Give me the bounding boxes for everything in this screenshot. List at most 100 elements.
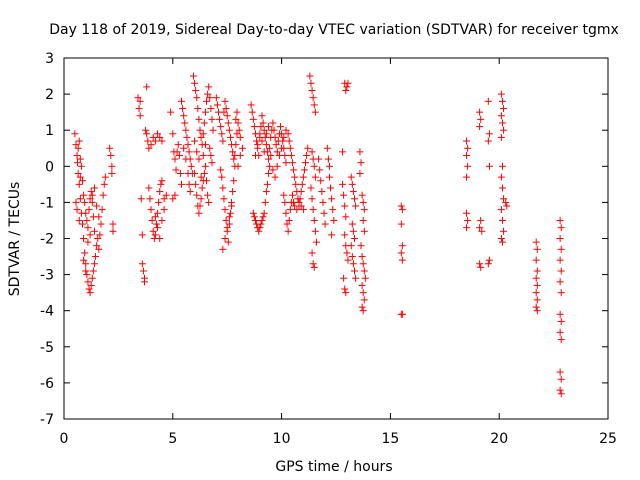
data-point: [342, 213, 350, 221]
data-point: [284, 130, 292, 138]
data-point: [258, 137, 266, 145]
data-point: [219, 137, 227, 145]
y-tick-label: 3: [45, 51, 54, 67]
y-tick-label: -6: [40, 376, 54, 392]
data-point: [225, 213, 233, 221]
data-point: [359, 216, 367, 224]
data-point: [556, 328, 564, 336]
data-point: [87, 281, 95, 289]
data-point: [229, 188, 237, 196]
data-point: [497, 235, 505, 242]
data-point: [195, 115, 203, 123]
data-point: [134, 94, 142, 102]
data-point: [347, 242, 355, 250]
data-point: [100, 180, 108, 188]
data-point: [500, 227, 508, 235]
data-point: [341, 202, 349, 210]
data-point: [327, 184, 335, 192]
data-point: [220, 108, 228, 116]
data-point: [311, 227, 319, 235]
data-point: [288, 159, 296, 167]
data-point: [557, 390, 565, 398]
data-point: [350, 195, 358, 203]
data-point: [179, 105, 187, 113]
data-point: [476, 224, 484, 232]
y-tick-label: 0: [45, 159, 54, 175]
data-point: [208, 115, 216, 123]
data-point: [158, 216, 166, 224]
data-point: [183, 133, 191, 141]
data-points: [71, 72, 565, 398]
data-point: [151, 231, 159, 239]
data-point: [267, 151, 275, 159]
data-point: [557, 375, 565, 383]
data-point: [269, 166, 277, 174]
data-point: [85, 206, 93, 214]
data-point: [279, 137, 287, 145]
data-point: [218, 130, 226, 138]
data-point: [143, 83, 151, 91]
data-point: [285, 216, 293, 224]
data-point: [308, 86, 316, 94]
data-point: [154, 130, 162, 138]
data-point: [182, 126, 190, 134]
data-point: [94, 235, 102, 242]
data-point: [189, 72, 197, 80]
data-point: [193, 191, 201, 199]
data-point: [196, 202, 204, 210]
data-point: [316, 166, 324, 174]
data-point: [84, 224, 92, 232]
data-point: [476, 260, 484, 268]
data-point: [208, 159, 216, 167]
data-point: [500, 105, 508, 113]
data-point: [147, 206, 155, 214]
data-point: [96, 231, 104, 239]
data-point: [181, 119, 189, 127]
data-point: [88, 191, 96, 199]
data-point: [557, 245, 565, 253]
data-point: [464, 216, 472, 224]
data-point: [286, 206, 294, 214]
data-point: [297, 202, 305, 210]
data-point: [324, 155, 332, 163]
data-point: [151, 213, 159, 221]
data-point: [350, 267, 358, 275]
data-point: [497, 112, 505, 120]
data-point: [209, 126, 217, 134]
data-point: [265, 170, 273, 178]
y-tick-label: -7: [40, 412, 54, 428]
data-point: [185, 148, 193, 156]
data-point: [216, 115, 224, 123]
data-point: [497, 206, 505, 214]
data-point: [205, 198, 213, 206]
data-point: [155, 198, 163, 206]
data-point: [260, 126, 268, 134]
data-point: [248, 108, 256, 116]
data-point: [152, 220, 160, 228]
data-point: [169, 195, 177, 203]
data-point: [169, 130, 177, 138]
data-point: [358, 253, 366, 261]
data-point: [78, 177, 86, 185]
data-point: [349, 260, 357, 268]
data-point: [290, 166, 298, 174]
data-point: [78, 220, 86, 228]
data-point: [557, 224, 565, 232]
data-point: [484, 260, 492, 268]
data-point: [532, 274, 540, 282]
data-point: [476, 123, 484, 131]
data-point: [108, 170, 116, 178]
data-point: [136, 112, 144, 120]
data-point: [478, 227, 486, 235]
data-point: [75, 137, 83, 145]
data-point: [317, 177, 325, 185]
data-point: [196, 126, 204, 134]
data-point: [312, 238, 320, 246]
data-point: [343, 83, 351, 91]
data-point: [359, 198, 367, 206]
data-point: [74, 144, 82, 152]
data-point: [271, 133, 279, 141]
data-point: [315, 155, 323, 163]
data-point: [292, 180, 300, 188]
data-point: [357, 242, 365, 250]
